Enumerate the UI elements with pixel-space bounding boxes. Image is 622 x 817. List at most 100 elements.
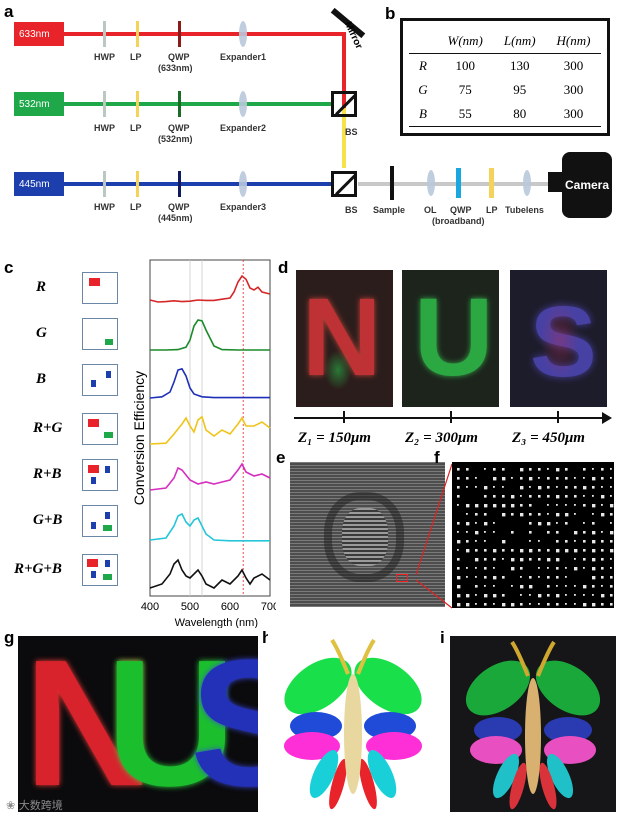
x-tick-label: 600 bbox=[221, 601, 239, 613]
yellow-beam bbox=[342, 108, 346, 168]
letter-n-red: N bbox=[24, 636, 154, 812]
nanopillar bbox=[592, 522, 595, 525]
zoom-lines bbox=[415, 463, 453, 609]
spectrum-line-1 bbox=[150, 319, 270, 351]
nanopillar bbox=[601, 477, 604, 480]
nanopillar bbox=[610, 549, 614, 553]
nanopillar bbox=[475, 603, 477, 605]
z3-label: Z₃ = 450μm bbox=[512, 430, 585, 446]
letter-u-green: U bbox=[106, 636, 236, 812]
nanopillar bbox=[565, 540, 568, 543]
nanopillar bbox=[475, 504, 479, 508]
nanopillar bbox=[547, 495, 550, 498]
green-pixel bbox=[105, 339, 113, 345]
nanopillar bbox=[493, 522, 495, 524]
nanopillar bbox=[592, 495, 594, 497]
nanopillar bbox=[565, 477, 568, 480]
nanopillar bbox=[574, 540, 576, 542]
nanopillar bbox=[538, 477, 540, 479]
nanopillar bbox=[574, 531, 578, 535]
nanopillar bbox=[457, 531, 459, 533]
nanopillar bbox=[538, 486, 542, 490]
nanopillar bbox=[547, 603, 550, 606]
panel-label-i: i bbox=[440, 628, 445, 647]
table-row-label: R bbox=[418, 58, 427, 73]
nanopillar bbox=[493, 585, 495, 587]
nanopillar bbox=[592, 504, 596, 508]
nanopillar bbox=[466, 540, 469, 543]
nanopillar bbox=[475, 576, 477, 578]
nanopillar bbox=[583, 549, 586, 552]
nanopillar bbox=[538, 603, 540, 605]
nanopillar bbox=[547, 549, 550, 552]
chart-lines bbox=[149, 274, 271, 589]
nanopillar bbox=[529, 558, 532, 561]
nanopillar bbox=[520, 558, 524, 562]
nanopillar bbox=[610, 540, 613, 543]
z2-label: Z₂ = 300μm bbox=[405, 430, 478, 446]
row-label-g: G bbox=[36, 325, 47, 341]
panel-label-e: e bbox=[276, 448, 286, 467]
nanopillar bbox=[502, 576, 505, 579]
spectrum-line-2 bbox=[149, 367, 270, 399]
nanopillar bbox=[610, 477, 612, 479]
nanopillar bbox=[556, 513, 560, 517]
nanopillar bbox=[466, 576, 468, 578]
beam-splitter-1 bbox=[331, 91, 357, 117]
nanopillar bbox=[610, 576, 613, 579]
blue-pixel bbox=[105, 560, 110, 567]
nanopillar bbox=[466, 549, 470, 553]
nanopillar bbox=[520, 576, 522, 578]
red-beam-vertical bbox=[342, 32, 346, 108]
nanopillar bbox=[502, 603, 506, 607]
laser-445: 445nm bbox=[14, 172, 64, 196]
nanopillar bbox=[601, 540, 604, 543]
nanopillar bbox=[457, 477, 460, 480]
nanopillar bbox=[529, 540, 531, 542]
nanopillar bbox=[520, 504, 523, 507]
beam-splitter-2 bbox=[331, 171, 357, 197]
nanopillar bbox=[583, 531, 586, 534]
nanopillar bbox=[592, 513, 594, 515]
nanopillar bbox=[511, 558, 515, 562]
nanopillar bbox=[610, 585, 613, 588]
sample bbox=[390, 166, 394, 200]
nanopillar bbox=[565, 567, 567, 569]
table-row-label: G bbox=[418, 82, 428, 97]
nanopillar bbox=[556, 576, 559, 579]
nanopillar bbox=[484, 558, 487, 561]
butterfly-target-image bbox=[268, 634, 438, 814]
nanopillar bbox=[592, 486, 595, 489]
nanopillar bbox=[538, 513, 541, 516]
nanopillar bbox=[493, 603, 495, 605]
nanopillar bbox=[493, 495, 496, 498]
nanopillar bbox=[493, 531, 495, 533]
nanopillar bbox=[583, 567, 585, 569]
nanopillar bbox=[601, 594, 605, 598]
nanopillar bbox=[475, 594, 477, 596]
nanopillar bbox=[574, 567, 578, 571]
nanopillar bbox=[574, 558, 576, 560]
nanopillar bbox=[565, 585, 567, 587]
row-label-gb: G+B bbox=[33, 512, 63, 528]
nanopillar bbox=[529, 495, 532, 498]
nanopillar bbox=[493, 594, 497, 598]
green-pixel bbox=[103, 525, 112, 531]
spectrum-line-6 bbox=[149, 558, 271, 589]
nanopillar bbox=[466, 522, 470, 526]
nanopillar bbox=[511, 567, 515, 571]
lp-label-2: LP bbox=[130, 123, 142, 133]
nanopillar bbox=[529, 594, 531, 596]
nanopillar bbox=[574, 477, 576, 479]
lp-2 bbox=[136, 91, 139, 117]
nanopillar bbox=[556, 486, 558, 488]
row-label-rb: R+B bbox=[33, 466, 62, 482]
nanopillar bbox=[529, 513, 532, 516]
table-header-empty bbox=[409, 29, 437, 54]
nanopillar bbox=[529, 477, 533, 481]
table-cell: 80 bbox=[513, 106, 527, 121]
nanopillar bbox=[565, 576, 567, 578]
table-header-l: L(nm) bbox=[503, 33, 536, 48]
table-row-g: G 75 95 300 bbox=[409, 78, 601, 102]
table-header-h: H(nm) bbox=[556, 33, 591, 48]
